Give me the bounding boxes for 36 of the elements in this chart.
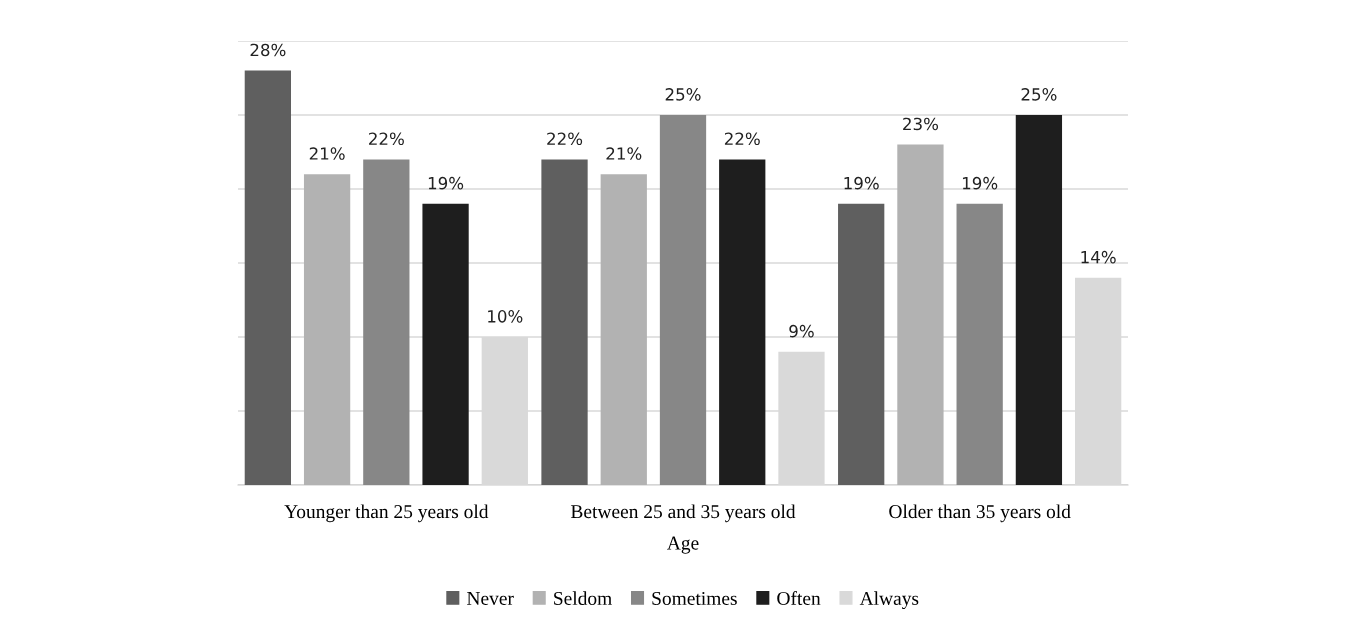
data-label: 25% <box>1021 88 1057 101</box>
data-label: 23% <box>903 117 939 131</box>
bar <box>719 159 766 485</box>
x-tick-label: Younger than 25 years old <box>284 504 489 523</box>
bar <box>541 159 588 485</box>
data-label: 14% <box>1081 250 1116 264</box>
x-tick-label: Older than 35 years old <box>889 504 1071 523</box>
bar <box>303 174 351 485</box>
x-axis-title: Age <box>666 536 699 554</box>
data-label: 9% <box>789 324 814 338</box>
data-label: 22% <box>369 132 404 146</box>
data-label: 21% <box>309 147 345 160</box>
data-label: 19% <box>428 176 464 190</box>
data-label: 19% <box>844 176 879 190</box>
bar <box>363 159 410 485</box>
bar <box>244 70 291 485</box>
data-label: 19% <box>962 176 998 190</box>
bar <box>600 174 647 485</box>
data-label: 21% <box>606 147 642 160</box>
bar <box>1015 115 1063 485</box>
x-tick-label: Between 25 and 35 years old <box>570 504 796 523</box>
legend-label: Never <box>466 592 514 605</box>
bar <box>422 203 469 485</box>
bar <box>838 203 885 485</box>
data-label: 22% <box>547 132 583 146</box>
data-label: 25% <box>665 88 701 101</box>
legend-label: Sometimes <box>652 591 737 605</box>
legend-label: Seldom <box>554 591 612 605</box>
bar <box>956 203 1003 485</box>
data-label: 10% <box>488 310 523 323</box>
legend-label: Often <box>777 591 821 605</box>
bar <box>659 115 707 485</box>
data-label: 28% <box>250 43 286 57</box>
legend-label: Always <box>859 591 919 609</box>
bar <box>897 144 944 485</box>
data-label: 22% <box>724 132 760 146</box>
